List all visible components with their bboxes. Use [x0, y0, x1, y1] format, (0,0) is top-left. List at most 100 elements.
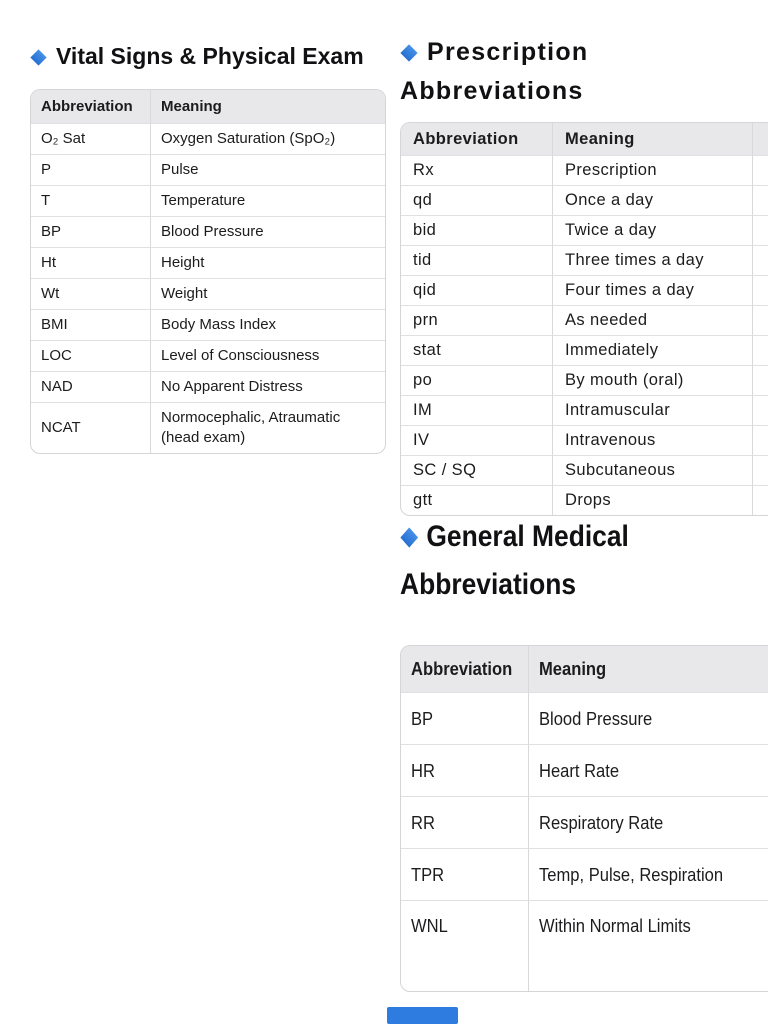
- table-cell: Body Mass Index: [151, 309, 385, 340]
- section-title-text: Prescription Abbreviations: [400, 38, 589, 105]
- table-cell: Drops: [553, 485, 753, 515]
- table-cell: Heart Rate: [529, 744, 768, 796]
- table-cell: qd: [401, 185, 553, 215]
- table-row: BMI Body Mass Index: [31, 309, 385, 340]
- column-header: Meaning: [151, 90, 385, 123]
- blue-diamond-icon: [400, 36, 418, 73]
- column-header: Meaning: [553, 123, 753, 155]
- table-row: NAD No Apparent Distress: [31, 371, 385, 402]
- table-cell: qid: [401, 275, 553, 305]
- table-header-row: Abbreviation Meaning: [401, 646, 768, 692]
- table-cell-cutoff: [753, 185, 768, 215]
- table-cell: Height: [151, 247, 385, 278]
- table-cell: Temperature: [151, 185, 385, 216]
- table-row: Wt Weight: [31, 278, 385, 309]
- column-header: Abbreviation: [401, 646, 529, 692]
- table-row: HR Heart Rate: [401, 744, 768, 796]
- table-cell: Prescription: [553, 155, 753, 185]
- table-row: BP Blood Pressure: [401, 692, 768, 744]
- table-cell: IV: [401, 425, 553, 455]
- table-cell-cutoff: [753, 425, 768, 455]
- table-cell: IM: [401, 395, 553, 425]
- table-cell: Twice a day: [553, 215, 753, 245]
- section-general-medical: General Medical Abbreviations Abbreviati…: [400, 514, 768, 992]
- table-cell: P: [31, 154, 151, 185]
- section-title-text: General Medical Abbreviations: [400, 520, 629, 601]
- table-row: SC / SQ Subcutaneous: [401, 455, 768, 485]
- vital-signs-table: Abbreviation Meaning O₂ Sat Oxygen Satura…: [30, 89, 386, 454]
- table-row: tid Three times a day: [401, 245, 768, 275]
- table-row: stat Immediately: [401, 335, 768, 365]
- table-row: O₂ Sat Oxygen Saturation (SpO₂): [31, 123, 385, 154]
- section-title: Vital Signs & Physical Exam: [30, 40, 386, 75]
- table-cell: LOC: [31, 340, 151, 371]
- table-cell: Immediately: [553, 335, 753, 365]
- table-cell-cutoff: [753, 395, 768, 425]
- table-cell: tid: [401, 245, 553, 275]
- section-vital-signs: Vital Signs & Physical Exam Abbreviation…: [30, 40, 386, 454]
- table-cell: po: [401, 365, 553, 395]
- table-row: po By mouth (oral): [401, 365, 768, 395]
- table-cell: TPR: [401, 848, 529, 900]
- table-row: BP Blood Pressure: [31, 216, 385, 247]
- table-row: qd Once a day: [401, 185, 768, 215]
- table-header-row: Abbreviation Meaning: [31, 90, 385, 123]
- table-row: WNL Within Normal Limits: [401, 900, 768, 991]
- table-row: P Pulse: [31, 154, 385, 185]
- column-header: Abbreviation: [31, 90, 151, 123]
- table-row: qid Four times a day: [401, 275, 768, 305]
- blue-diamond-icon: [400, 516, 419, 562]
- section-title-text: Vital Signs & Physical Exam: [56, 43, 364, 69]
- table-cell: Intravenous: [553, 425, 753, 455]
- column-header: Abbreviation: [401, 123, 553, 155]
- table-cell: Rx: [401, 155, 553, 185]
- table-cell: As needed: [553, 305, 753, 335]
- table-cell: WNL: [401, 900, 529, 991]
- table-cell: Oxygen Saturation (SpO₂): [151, 123, 385, 154]
- table-cell: Wt: [31, 278, 151, 309]
- table-cell: SC / SQ: [401, 455, 553, 485]
- table-row: RR Respiratory Rate: [401, 796, 768, 848]
- next-section-cutoff-element: [387, 1007, 458, 1024]
- table-cell: By mouth (oral): [553, 365, 753, 395]
- table-cell: Pulse: [151, 154, 385, 185]
- table-row: bid Twice a day: [401, 215, 768, 245]
- table-cell: Respiratory Rate: [529, 796, 768, 848]
- table-cell-cutoff: [753, 455, 768, 485]
- table-row: Ht Height: [31, 247, 385, 278]
- table-cell-cutoff: [753, 275, 768, 305]
- table-cell: BP: [401, 692, 529, 744]
- table-row: Rx Prescription: [401, 155, 768, 185]
- table-header-row: Abbreviation Meaning: [401, 123, 768, 155]
- table-cell-cutoff: [753, 305, 768, 335]
- table-row: T Temperature: [31, 185, 385, 216]
- table-row: IM Intramuscular: [401, 395, 768, 425]
- table-cell-cutoff: [753, 215, 768, 245]
- table-cell: RR: [401, 796, 529, 848]
- table-cell: BMI: [31, 309, 151, 340]
- table-cell: No Apparent Distress: [151, 371, 385, 402]
- table-cell: Level of Consciousness: [151, 340, 385, 371]
- table-row: NCAT Normocephalic, Atraumatic (head exam…: [31, 402, 385, 453]
- table-cell: NCAT: [31, 402, 151, 453]
- section-title: Prescription Abbreviations: [400, 34, 768, 110]
- table-cell: O₂ Sat: [31, 123, 151, 154]
- table-cell-cutoff: [753, 335, 768, 365]
- table-cell: Blood Pressure: [151, 216, 385, 247]
- table-row: TPR Temp, Pulse, Respiration: [401, 848, 768, 900]
- table-cell: BP: [31, 216, 151, 247]
- table-cell-cutoff: [753, 485, 768, 515]
- table-cell: Intramuscular: [553, 395, 753, 425]
- table-cell: Subcutaneous: [553, 455, 753, 485]
- table-cell: T: [31, 185, 151, 216]
- table-row: IV Intravenous: [401, 425, 768, 455]
- column-header: Meaning: [529, 646, 768, 692]
- table-cell: Once a day: [553, 185, 753, 215]
- table-row: prn As needed: [401, 305, 768, 335]
- prescription-table: Abbreviation Meaning Rx Prescription qd Onc…: [400, 122, 768, 516]
- table-cell: Ht: [31, 247, 151, 278]
- table-cell-cutoff: [753, 365, 768, 395]
- table-row: gtt Drops: [401, 485, 768, 515]
- section-prescription: Prescription Abbreviations Abbreviation …: [400, 34, 768, 516]
